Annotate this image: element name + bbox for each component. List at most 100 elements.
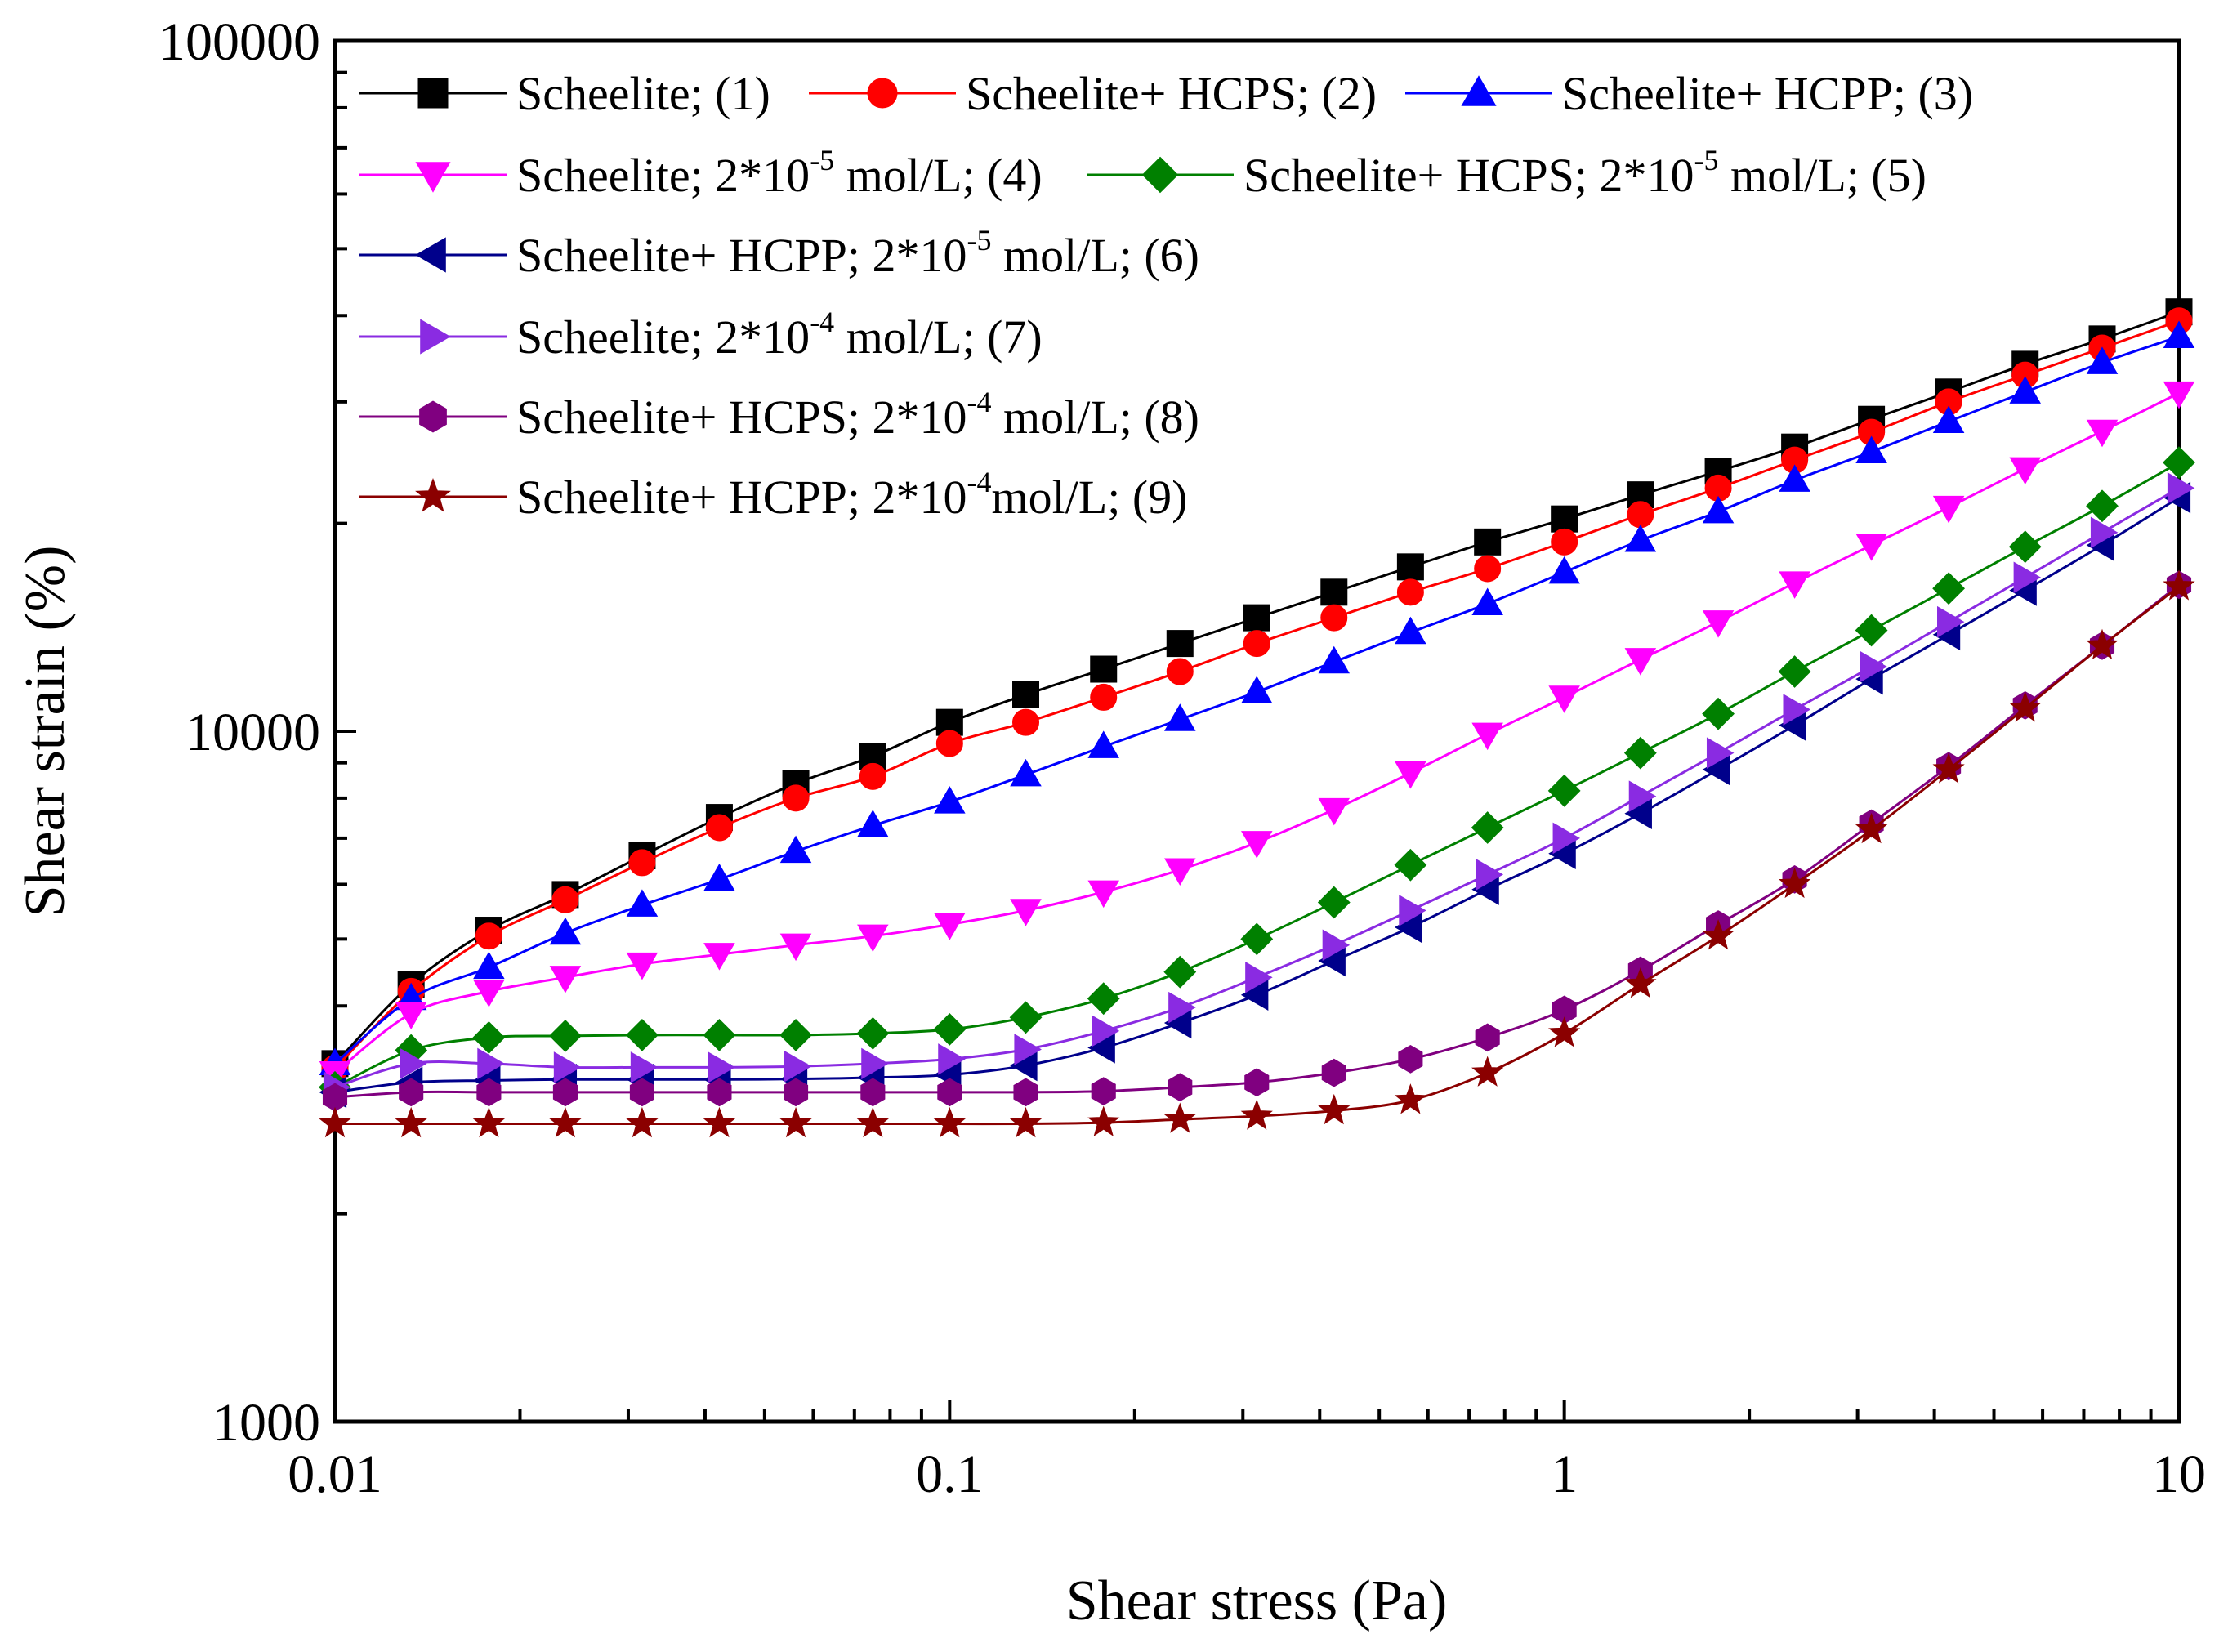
legend: Scheelite; (1) Scheelite+ HCPS; (2) Scheel… (359, 67, 1973, 524)
data-point (1783, 694, 1811, 726)
x-tick-label: 0.1 (916, 1444, 984, 1504)
axis-ticks (333, 39, 2181, 1423)
data-point (1395, 761, 1426, 789)
data-point (626, 1018, 659, 1051)
legend-label-text: Scheelite+ HCPS; 2*10 (1243, 149, 1694, 202)
data-point (2008, 530, 2042, 564)
data-point (553, 1051, 582, 1083)
data-point (2163, 446, 2195, 480)
data-point (1471, 587, 1503, 616)
data-point (937, 1078, 962, 1107)
axis-labels: 0.01 0.1 1 10 1000 10000 100000 (158, 12, 2206, 1504)
data-point (549, 1106, 582, 1138)
data-point (934, 913, 966, 940)
data-point (1932, 495, 1965, 524)
legend-marker (1461, 75, 1497, 106)
data-point (472, 1021, 506, 1054)
legend-label: Scheelite+ HCPS; 2*10-4 mol/L; (8) (516, 386, 1199, 444)
legend-label: Scheelite+ HCPS; (2) (966, 67, 1377, 120)
legend-label: Scheelite+ HCPP; 2*10-4mol/L; (9) (516, 466, 1188, 524)
legend-label: Scheelite; 2*10-4 mol/L; (7) (516, 306, 1043, 364)
legend-entry-6: Scheelite+ HCPP; 2*10-5 mol/L; (6) (359, 224, 1199, 282)
data-point (2009, 376, 2041, 404)
data-point (934, 786, 966, 814)
data-point (551, 886, 579, 913)
data-point (626, 1106, 659, 1138)
series-5 (319, 446, 2195, 1104)
data-point (1241, 831, 1273, 859)
legend-entry-7: Scheelite; 2*10-4 mol/L; (7) (359, 306, 1043, 364)
legend-label-sup: -5 (967, 224, 991, 257)
data-point (2163, 381, 2195, 409)
data-point (1164, 703, 1196, 731)
data-point (1396, 578, 1424, 606)
data-point (703, 1018, 736, 1051)
data-point (1245, 962, 1273, 993)
legend-label: Scheelite; (1) (516, 67, 770, 120)
data-point (1243, 604, 1270, 632)
data-point (1624, 648, 1657, 676)
data-point (1087, 880, 1119, 909)
data-point (1624, 967, 1657, 998)
y-tick-label: 100000 (158, 12, 320, 72)
data-point (1166, 658, 1194, 685)
data-point (549, 917, 582, 945)
legend-label-sup: -4 (810, 306, 834, 338)
data-point (1702, 919, 1735, 950)
data-point (708, 1051, 735, 1083)
data-point (1090, 683, 1118, 711)
data-point (861, 1047, 889, 1080)
legend-marker (415, 477, 451, 512)
legend-label: Scheelite+ HCPP; 2*10-5 mol/L; (6) (516, 224, 1199, 282)
y-tick-label: 1000 (212, 1393, 320, 1453)
data-point (1394, 1083, 1427, 1114)
legend-marker (417, 78, 449, 109)
data-point (1320, 578, 1348, 606)
data-point (1243, 630, 1270, 658)
series-4 (319, 381, 2195, 1089)
data-point (1010, 899, 1042, 926)
legend-label-text: Scheelite+ HCPP; 2*10 (516, 471, 967, 524)
data-point (1318, 1093, 1351, 1125)
data-point (549, 966, 582, 993)
data-point (2086, 489, 2119, 523)
legend-label-text: mol/L; (7) (834, 310, 1043, 364)
legend-label: Scheelite; 2*10-5 mol/L; (4) (516, 144, 1043, 202)
legend-label-text: Scheelite+ HCPS; 2*10 (516, 391, 967, 444)
legend-marker (415, 237, 446, 273)
data-point (703, 1106, 736, 1138)
data-point (859, 762, 886, 790)
data-point (1320, 604, 1348, 632)
legend-entry-1: Scheelite; (1) (359, 67, 770, 120)
data-point (552, 1078, 578, 1107)
data-point (707, 1078, 732, 1107)
y-tick-label: 10000 (185, 703, 320, 762)
data-point (477, 1047, 505, 1080)
x-tick-label: 0.01 (288, 1444, 382, 1504)
data-point (1163, 955, 1197, 989)
data-point (1168, 1073, 1193, 1102)
data-point (1013, 1078, 1038, 1107)
data-point (1855, 435, 1887, 464)
data-point (1855, 614, 1888, 647)
legend-label-sup: -4 (967, 386, 991, 418)
data-point (933, 1106, 966, 1138)
x-tick-label: 1 (1551, 1444, 1578, 1504)
data-point (782, 784, 810, 812)
data-point (1937, 605, 1965, 638)
legend-marker (415, 162, 451, 193)
data-point (779, 835, 812, 864)
data-point (1474, 555, 1502, 583)
legend-entry-9: Scheelite+ HCPP; 2*10-4mol/L; (9) (359, 466, 1188, 524)
data-point (1166, 630, 1194, 658)
legend-entry-2: Scheelite+ HCPS; (2) (809, 67, 1377, 120)
data-point (1087, 730, 1119, 758)
data-point (1014, 1034, 1042, 1065)
legend-marker (1141, 156, 1179, 194)
data-point (2086, 628, 2119, 660)
data-point (626, 889, 659, 917)
legend-entry-8: Scheelite+ HCPS; 2*10-4 mol/L; (8) (359, 386, 1199, 444)
data-point (1241, 676, 1273, 704)
data-point (1932, 752, 1965, 784)
data-point (1009, 1106, 1043, 1138)
